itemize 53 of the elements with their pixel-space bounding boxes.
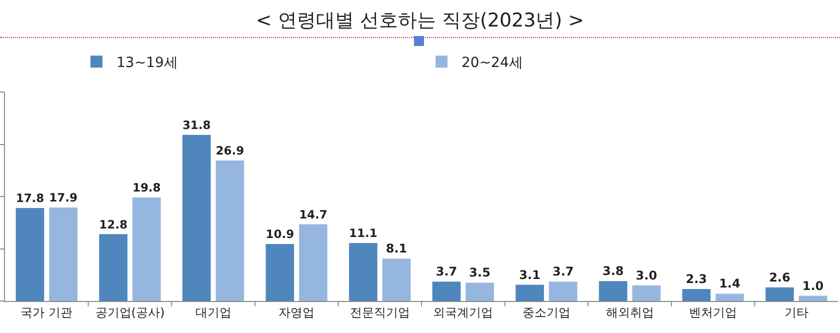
x-tick-label: 기타 xyxy=(784,305,808,320)
x-tick-label: 전문직기업 xyxy=(350,305,410,320)
bar xyxy=(432,282,461,301)
bar xyxy=(182,134,211,301)
data-label: 11.1 xyxy=(349,226,378,240)
bar xyxy=(632,285,661,301)
data-label: 12.8 xyxy=(99,217,128,232)
bar xyxy=(466,282,494,301)
data-label: 17.9 xyxy=(49,190,78,205)
bar xyxy=(299,224,328,301)
x-tick-label: 자영업 xyxy=(278,305,315,320)
legend-label: 20~24세 xyxy=(462,55,523,72)
x-tick-label: 해외취업 xyxy=(606,305,654,320)
bar xyxy=(516,284,544,301)
x-tick-label: 국가 기관 xyxy=(20,305,73,320)
x-tick-label: 외국계기업 xyxy=(433,305,494,320)
data-label: 19.8 xyxy=(132,180,161,195)
bar xyxy=(548,282,578,301)
bar xyxy=(598,281,628,301)
data-label: 3.8 xyxy=(602,264,624,278)
x-tick-label: 대기업 xyxy=(195,305,232,320)
data-label: 31.8 xyxy=(182,118,211,132)
data-label: 14.7 xyxy=(299,207,328,222)
bar xyxy=(766,287,794,301)
data-label: 1.0 xyxy=(802,278,824,293)
bar xyxy=(716,294,744,301)
bar xyxy=(216,160,244,301)
data-label: 3.1 xyxy=(519,268,540,282)
x-tick-label: 벤처기업 xyxy=(689,305,738,320)
data-label: 1.4 xyxy=(719,276,740,291)
data-label: 3.5 xyxy=(469,266,490,280)
data-label: 3.0 xyxy=(636,268,658,282)
bar xyxy=(49,207,78,301)
chart-title: < 연령대별 선호하는 직장(2023년) > xyxy=(256,10,584,32)
bar xyxy=(16,208,44,301)
bar xyxy=(682,288,711,301)
data-label: 10.9 xyxy=(266,227,294,242)
bar xyxy=(266,244,294,301)
x-tick-label: 중소기업 xyxy=(522,305,570,320)
bar xyxy=(382,258,411,301)
legend-label: 13~19세 xyxy=(116,55,178,72)
data-label: 3.7 xyxy=(552,264,574,279)
bar xyxy=(798,296,828,301)
data-label: 26.9 xyxy=(216,144,244,158)
data-label: 2.6 xyxy=(769,270,790,284)
bar xyxy=(132,198,161,301)
data-label: 8.1 xyxy=(386,242,408,256)
bar xyxy=(349,243,378,301)
data-label: 2.3 xyxy=(686,272,708,286)
bar xyxy=(99,234,128,301)
data-label: 17.8 xyxy=(16,191,44,206)
data-label: 3.7 xyxy=(436,264,458,279)
x-tick-label: 공기업(공사) xyxy=(95,305,165,320)
